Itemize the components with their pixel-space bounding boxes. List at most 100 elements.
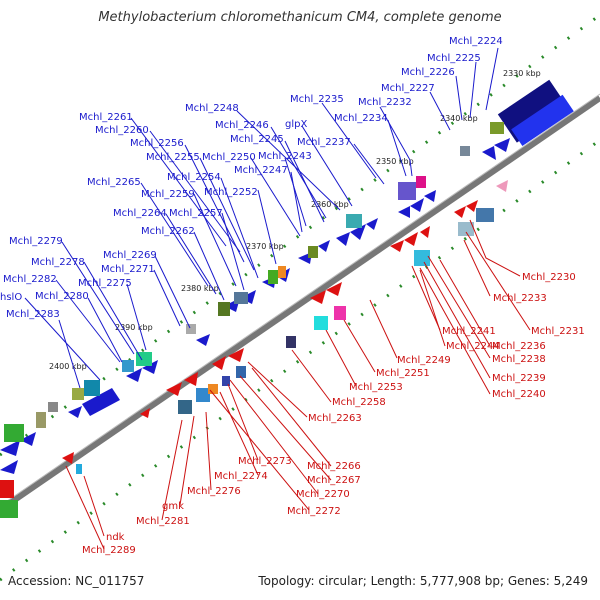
gene-label: Mchl_2271 <box>101 264 155 275</box>
gene-label: Mchl_2270 <box>296 489 350 500</box>
gene-label: Mchl_2248 <box>185 103 239 114</box>
gene-label: Mchl_2275 <box>78 278 132 289</box>
gene-block <box>398 182 416 200</box>
gene-block <box>0 500 18 518</box>
gene-arrow <box>494 138 510 152</box>
tick-label: 2330 kbp <box>503 69 541 78</box>
gene-label: Mchl_2235 <box>290 94 344 105</box>
gene-label: Mchl_2232 <box>358 97 412 108</box>
gene-arrow <box>404 232 418 246</box>
gene-label: Mchl_2224 <box>449 36 503 47</box>
gene-block <box>460 146 470 156</box>
gene-block <box>72 388 84 400</box>
gene-label: Mchl_2262 <box>141 226 195 237</box>
gene-arrow <box>196 334 210 346</box>
gene-block <box>490 122 504 134</box>
gene-label: Mchl_2263 <box>308 413 362 424</box>
gene-label: Mchl_2289 <box>82 545 136 556</box>
gene-label: Mchl_2236 <box>492 341 546 352</box>
map-title: Methylobacterium chloromethanicum CM4, c… <box>98 10 502 25</box>
gene-label: Mchl_2266 <box>307 461 361 472</box>
reverse-leaders <box>65 219 531 550</box>
gene-label: Mchl_2265 <box>87 177 141 188</box>
gene-label: Mchl_2283 <box>6 309 60 320</box>
gene-label: ndk <box>106 532 125 543</box>
gene-arrow <box>318 240 330 252</box>
tick-label: 2400 kbp <box>49 362 87 371</box>
gene-label: Mchl_2237 <box>297 137 351 148</box>
gene-label: Mchl_2225 <box>427 53 481 64</box>
gene-arrow <box>212 356 226 370</box>
gene-arrow <box>326 282 342 296</box>
gene-label: Mchl_2276 <box>187 486 241 497</box>
gene-label: Mchl_2226 <box>401 67 455 78</box>
tick-label: 2380 kbp <box>181 284 219 293</box>
tick-label: 2360 kbp <box>311 200 349 209</box>
gene-label: Mchl_2234 <box>334 113 388 124</box>
gene-block <box>308 246 318 258</box>
gene-label: Mchl_2261 <box>79 112 133 123</box>
gene-label: Mchl_2254 <box>167 172 221 183</box>
gene-block <box>186 324 196 334</box>
gene-label: Mchl_2246 <box>215 120 269 131</box>
gene-label: Mchl_2272 <box>287 506 341 517</box>
gene-block <box>84 380 100 396</box>
gene-block <box>236 366 246 378</box>
gene-label: gmk <box>162 501 184 512</box>
gene-arrow <box>482 146 496 160</box>
gene-block <box>314 316 328 330</box>
gene-block <box>48 402 58 412</box>
gene-label: Mchl_2240 <box>492 389 546 400</box>
gene-block <box>458 222 474 236</box>
gene-block <box>286 336 296 348</box>
gene-label: Mchl_2233 <box>493 293 547 304</box>
gene-label: Mchl_2238 <box>492 354 546 365</box>
gene-label: Mchl_2251 <box>376 368 430 379</box>
tick-label: 2390 kbp <box>115 323 153 332</box>
gene-block <box>476 208 494 222</box>
gene-label: Mchl_2279 <box>9 236 63 247</box>
gene-label: Mchl_2239 <box>492 373 546 384</box>
gene-label: Mchl_2243 <box>258 151 312 162</box>
gene-label: Mchl_2241 <box>442 326 496 337</box>
gene-label: Mchl_2231 <box>531 326 585 337</box>
gene-label: Mchl_2253 <box>349 382 403 393</box>
gene-arrow <box>166 382 182 396</box>
gene-block <box>4 424 24 442</box>
gene-label: Mchl_2250 <box>202 152 256 163</box>
gene-arrow <box>184 372 198 386</box>
gene-label: Mchl_2274 <box>214 471 268 482</box>
gene-arrow <box>310 290 326 304</box>
gene-arrow <box>420 226 430 238</box>
gene-label: Mchl_2230 <box>522 272 576 283</box>
gene-label: hslO <box>0 292 22 303</box>
gene-block <box>208 384 218 394</box>
gene-block <box>218 302 230 316</box>
gene-arrow <box>62 452 74 464</box>
gene-arrow <box>140 408 150 418</box>
gene-arrow <box>398 206 410 218</box>
gene-arrow <box>142 360 158 374</box>
topology-summary: Topology: circular; Length: 5,777,908 bp… <box>258 574 588 588</box>
gene-arrow <box>410 198 424 212</box>
gene-arrow <box>454 206 466 218</box>
gene-block <box>196 388 210 402</box>
gene-label: Mchl_2269 <box>103 250 157 261</box>
gene-block <box>122 360 134 372</box>
gene-label: Mchl_2260 <box>95 125 149 136</box>
gene-arrow <box>496 180 508 192</box>
gene-label: Mchl_2258 <box>332 397 386 408</box>
gene-arrow <box>228 348 244 362</box>
gene-label: Mchl_2227 <box>381 83 435 94</box>
tick-label: 2370 kbp <box>246 242 284 251</box>
gene-block <box>136 352 152 366</box>
gene-label: Mchl_2245 <box>230 134 284 145</box>
gene-arrow <box>126 368 142 382</box>
gene-block <box>36 412 46 428</box>
gene-block <box>414 250 430 266</box>
reverse-labels: Mchl_2230 Mchl_2233 Mchl_2231 Mchl_2241 … <box>82 272 585 556</box>
gene-label: Mchl_2278 <box>31 257 85 268</box>
backbone-highlight <box>0 93 600 507</box>
tick-label: 2340 kbp <box>440 114 478 123</box>
gene-block <box>0 480 14 498</box>
